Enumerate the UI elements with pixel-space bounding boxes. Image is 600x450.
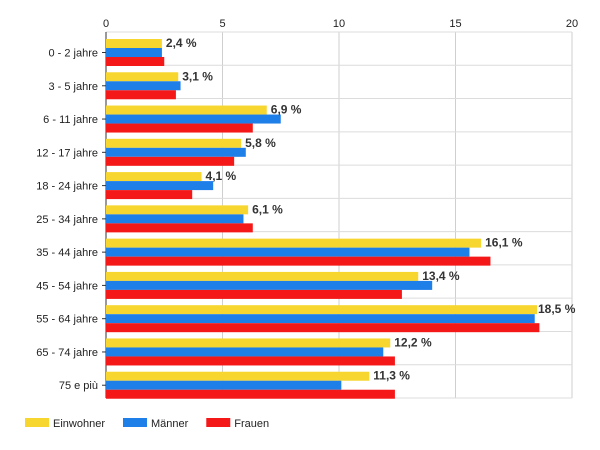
category-label: 0 - 2 jahre	[48, 48, 98, 60]
legend: Einwohner Männer Frauen	[25, 418, 269, 430]
bar-frauen-4	[106, 190, 193, 200]
data-label: 6,9 %	[271, 103, 302, 117]
bar-m-nner-10	[106, 380, 342, 390]
x-tick-label: 0	[103, 18, 109, 30]
y-axis-categories: 0 - 2 jahre 3 - 5 jahre 6 - 11 jahre 12 - 1…	[36, 48, 98, 393]
bar-frauen-6	[106, 256, 491, 266]
bar-einwohner-4	[106, 172, 202, 182]
data-labels: 2,4 % 3,1 % 6,9 % 5,8 % 4,1 % 6,1 % 16,1 % 13,4…	[166, 36, 576, 383]
bar-einwohner-1	[106, 72, 179, 82]
category-label: 65 - 74 jahre	[36, 347, 98, 359]
category-label: 25 - 34 jahre	[36, 214, 98, 226]
data-label: 5,8 %	[245, 136, 276, 150]
bar-m-nner-0	[106, 48, 162, 57]
legend-label-1: Männer	[151, 418, 189, 430]
bar-einwohner-8	[106, 305, 538, 315]
legend-label-0: Einwohner	[53, 418, 105, 430]
bar-m-nner-5	[106, 214, 244, 224]
legend-swatch-2	[206, 418, 231, 427]
data-label: 13,4 %	[422, 269, 460, 283]
bar-frauen-10	[106, 389, 395, 399]
legend-swatch-0	[25, 418, 49, 427]
bar-frauen-8	[106, 323, 540, 333]
data-label: 2,4 %	[166, 36, 197, 50]
x-tick-label: 10	[333, 18, 345, 30]
bar-m-nner-1	[106, 81, 181, 91]
bar-einwohner-3	[106, 138, 242, 148]
x-tick-label: 5	[219, 18, 225, 30]
category-label: 3 - 5 jahre	[48, 81, 98, 93]
bars	[106, 39, 540, 399]
category-label: 6 - 11 jahre	[43, 114, 98, 126]
bar-einwohner-0	[106, 39, 162, 48]
bar-frauen-7	[106, 289, 402, 299]
category-label: 55 - 64 jahre	[36, 314, 98, 326]
bar-m-nner-6	[106, 247, 470, 257]
bar-m-nner-7	[106, 280, 433, 290]
bar-einwohner-10	[106, 371, 370, 381]
data-label: 16,1 %	[485, 236, 523, 250]
bar-einwohner-5	[106, 205, 249, 215]
bar-m-nner-3	[106, 147, 246, 157]
bar-frauen-9	[106, 356, 395, 366]
data-label: 12,2 %	[394, 335, 432, 349]
category-label: 75 e più	[59, 380, 98, 392]
bar-einwohner-7	[106, 271, 419, 281]
x-axis-ticks: 0 5 10 15 20	[103, 18, 578, 30]
x-tick-label: 20	[566, 18, 578, 30]
data-label: 3,1 %	[182, 69, 213, 83]
bar-frauen-5	[106, 223, 253, 233]
bar-frauen-1	[106, 90, 176, 100]
data-label: 11,3 %	[373, 369, 410, 383]
bar-einwohner-9	[106, 338, 391, 348]
data-label: 6,1 %	[252, 202, 283, 216]
legend-label-2: Frauen	[234, 418, 269, 430]
bar-frauen-2	[106, 123, 253, 133]
legend-swatch-1	[122, 418, 147, 427]
bar-frauen-3	[106, 156, 235, 166]
data-label: 18,5 %	[538, 302, 576, 316]
bar-frauen-0	[106, 57, 165, 66]
bar-einwohner-2	[106, 105, 267, 115]
category-label: 12 - 17 jahre	[36, 147, 98, 159]
category-label: 35 - 44 jahre	[36, 247, 98, 259]
bar-einwohner-6	[106, 238, 482, 248]
category-label: 18 - 24 jahre	[36, 181, 98, 193]
bar-m-nner-8	[106, 314, 535, 324]
bar-m-nner-9	[106, 347, 384, 357]
bar-m-nner-2	[106, 114, 281, 124]
data-label: 4,1 %	[206, 169, 237, 183]
category-label: 45 - 54 jahre	[36, 280, 98, 292]
x-tick-label: 15	[449, 18, 461, 30]
bar-m-nner-4	[106, 181, 214, 191]
